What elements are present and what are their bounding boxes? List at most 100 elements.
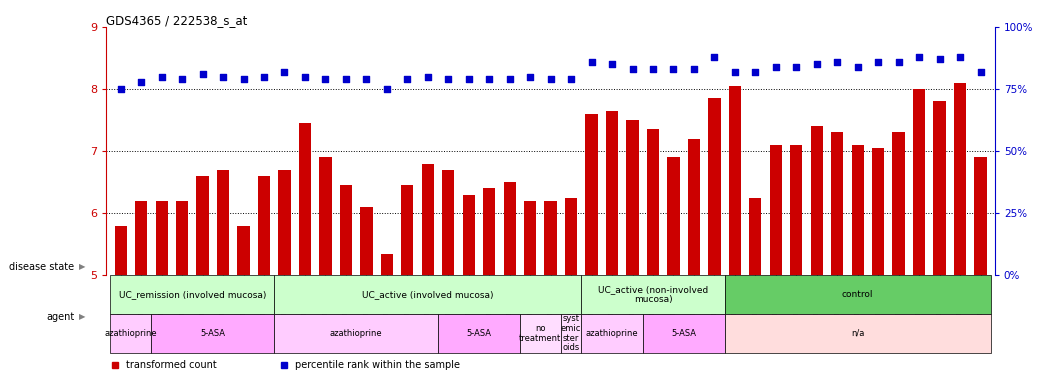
- Point: [747, 68, 764, 74]
- Bar: [565, 198, 578, 275]
- Point: [542, 76, 560, 82]
- Bar: [851, 145, 864, 275]
- Point: [419, 73, 436, 79]
- Bar: [561, 314, 581, 353]
- Point: [379, 86, 396, 92]
- Bar: [725, 275, 991, 314]
- Point: [563, 76, 580, 82]
- Bar: [339, 185, 352, 275]
- Text: UC_active (involved mucosa): UC_active (involved mucosa): [362, 290, 494, 299]
- Bar: [443, 170, 454, 275]
- Point: [869, 59, 886, 65]
- Point: [931, 56, 948, 62]
- Bar: [299, 123, 311, 275]
- Point: [951, 54, 968, 60]
- Point: [337, 76, 354, 82]
- Bar: [111, 275, 275, 314]
- Bar: [115, 226, 127, 275]
- Bar: [361, 207, 372, 275]
- Point: [112, 86, 129, 92]
- Bar: [381, 253, 393, 275]
- Bar: [581, 275, 725, 314]
- Bar: [667, 157, 680, 275]
- Text: 5-ASA: 5-ASA: [671, 329, 696, 338]
- Point: [891, 59, 908, 65]
- Bar: [933, 101, 946, 275]
- Point: [767, 63, 784, 70]
- Text: n/a: n/a: [851, 329, 864, 338]
- Text: azathioprine: azathioprine: [104, 329, 157, 338]
- Bar: [275, 314, 438, 353]
- Bar: [237, 226, 250, 275]
- Bar: [438, 314, 520, 353]
- Text: GDS4365 / 222538_s_at: GDS4365 / 222538_s_at: [106, 14, 248, 27]
- Point: [194, 71, 211, 77]
- Bar: [483, 188, 496, 275]
- Bar: [545, 201, 556, 275]
- Point: [235, 76, 252, 82]
- Bar: [151, 314, 275, 353]
- Bar: [643, 314, 725, 353]
- Bar: [913, 89, 926, 275]
- Text: syst
emic
ster
oids: syst emic ster oids: [561, 314, 581, 352]
- Bar: [647, 129, 659, 275]
- Text: transformed count: transformed count: [126, 360, 217, 370]
- Bar: [581, 314, 643, 353]
- Point: [624, 66, 641, 72]
- Point: [173, 76, 190, 82]
- Point: [972, 68, 990, 74]
- Bar: [769, 145, 782, 275]
- Text: percentile rank within the sample: percentile rank within the sample: [295, 360, 460, 370]
- Point: [911, 54, 928, 60]
- Point: [685, 66, 702, 72]
- Point: [461, 76, 478, 82]
- Point: [501, 76, 518, 82]
- Bar: [791, 145, 802, 275]
- Point: [215, 73, 232, 79]
- Text: azathioprine: azathioprine: [330, 329, 382, 338]
- Bar: [257, 176, 270, 275]
- Point: [317, 76, 334, 82]
- Bar: [709, 98, 720, 275]
- Bar: [279, 170, 290, 275]
- Text: UC_remission (involved mucosa): UC_remission (involved mucosa): [119, 290, 266, 299]
- Text: 5-ASA: 5-ASA: [200, 329, 226, 338]
- Point: [829, 59, 846, 65]
- Bar: [523, 201, 536, 275]
- Point: [583, 59, 600, 65]
- Text: ▶: ▶: [79, 262, 85, 271]
- Bar: [520, 314, 561, 353]
- Point: [153, 73, 170, 79]
- Bar: [687, 139, 700, 275]
- Bar: [605, 111, 618, 275]
- Bar: [627, 120, 638, 275]
- Point: [297, 73, 314, 79]
- Point: [255, 73, 272, 79]
- Point: [727, 68, 744, 74]
- Bar: [831, 132, 844, 275]
- Bar: [135, 201, 147, 275]
- Point: [787, 63, 804, 70]
- Bar: [155, 201, 168, 275]
- Text: no
treatment: no treatment: [519, 324, 562, 343]
- Bar: [503, 182, 516, 275]
- Bar: [421, 164, 434, 275]
- Text: disease state: disease state: [10, 262, 74, 272]
- Bar: [275, 275, 581, 314]
- Bar: [954, 83, 966, 275]
- Text: 5-ASA: 5-ASA: [466, 329, 492, 338]
- Bar: [401, 185, 414, 275]
- Point: [603, 61, 620, 67]
- Point: [665, 66, 682, 72]
- Point: [358, 76, 375, 82]
- Bar: [729, 86, 741, 275]
- Bar: [725, 314, 991, 353]
- Point: [481, 76, 498, 82]
- Text: control: control: [842, 290, 874, 299]
- Bar: [811, 126, 822, 275]
- Point: [276, 68, 293, 74]
- Bar: [893, 132, 904, 275]
- Point: [849, 63, 866, 70]
- Text: agent: agent: [46, 312, 74, 322]
- Bar: [749, 198, 762, 275]
